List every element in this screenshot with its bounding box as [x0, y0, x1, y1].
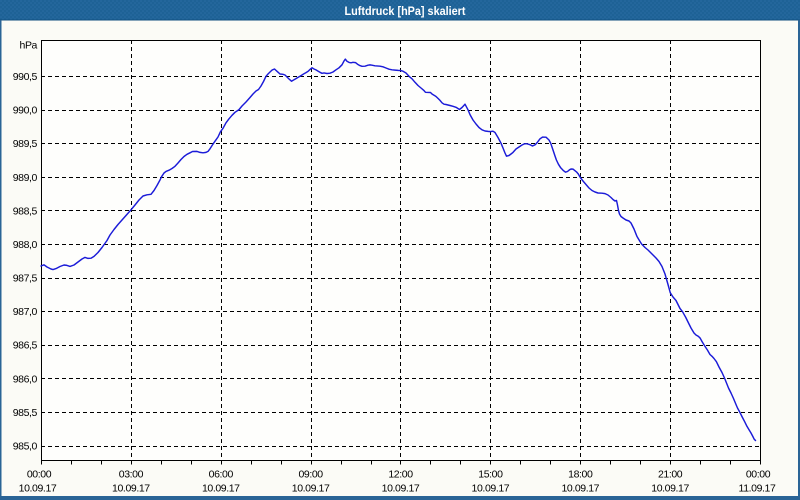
svg-text:10.09.17: 10.09.17 [382, 483, 420, 495]
svg-text:986,5: 986,5 [13, 340, 38, 352]
svg-text:03:00: 03:00 [119, 469, 144, 481]
svg-text:06:00: 06:00 [209, 469, 234, 481]
svg-text:988,0: 988,0 [13, 239, 38, 251]
svg-text:987,5: 987,5 [13, 273, 38, 285]
svg-text:10.09.17: 10.09.17 [472, 483, 510, 495]
svg-text:10.09.17: 10.09.17 [112, 483, 150, 495]
svg-text:00:00: 00:00 [27, 469, 52, 481]
svg-text:Luftdruck [hPa] skaliert: Luftdruck [hPa] skaliert [345, 5, 466, 18]
svg-text:986,0: 986,0 [13, 373, 38, 385]
svg-text:989,0: 989,0 [13, 172, 38, 184]
svg-text:990,0: 990,0 [13, 105, 38, 117]
svg-text:990,5: 990,5 [13, 71, 38, 83]
svg-text:00:00: 00:00 [746, 469, 771, 481]
svg-text:985,0: 985,0 [13, 441, 38, 453]
svg-text:21:00: 21:00 [658, 469, 683, 481]
svg-text:10.09.17: 10.09.17 [292, 483, 330, 495]
svg-text:10.09.17: 10.09.17 [651, 483, 689, 495]
svg-text:11.09.17: 11.09.17 [739, 483, 776, 495]
svg-text:hPa: hPa [20, 40, 38, 52]
svg-text:09:00: 09:00 [298, 469, 323, 481]
svg-text:987,0: 987,0 [13, 306, 38, 318]
svg-text:989,5: 989,5 [13, 138, 38, 150]
svg-text:18:00: 18:00 [568, 469, 593, 481]
svg-text:988,5: 988,5 [13, 205, 38, 217]
svg-text:10.09.17: 10.09.17 [561, 483, 599, 495]
svg-text:10.09.17: 10.09.17 [19, 483, 57, 495]
svg-text:12:00: 12:00 [388, 469, 413, 481]
svg-text:15:00: 15:00 [478, 469, 503, 481]
svg-text:985,5: 985,5 [13, 407, 38, 419]
svg-text:10.09.17: 10.09.17 [202, 483, 240, 495]
